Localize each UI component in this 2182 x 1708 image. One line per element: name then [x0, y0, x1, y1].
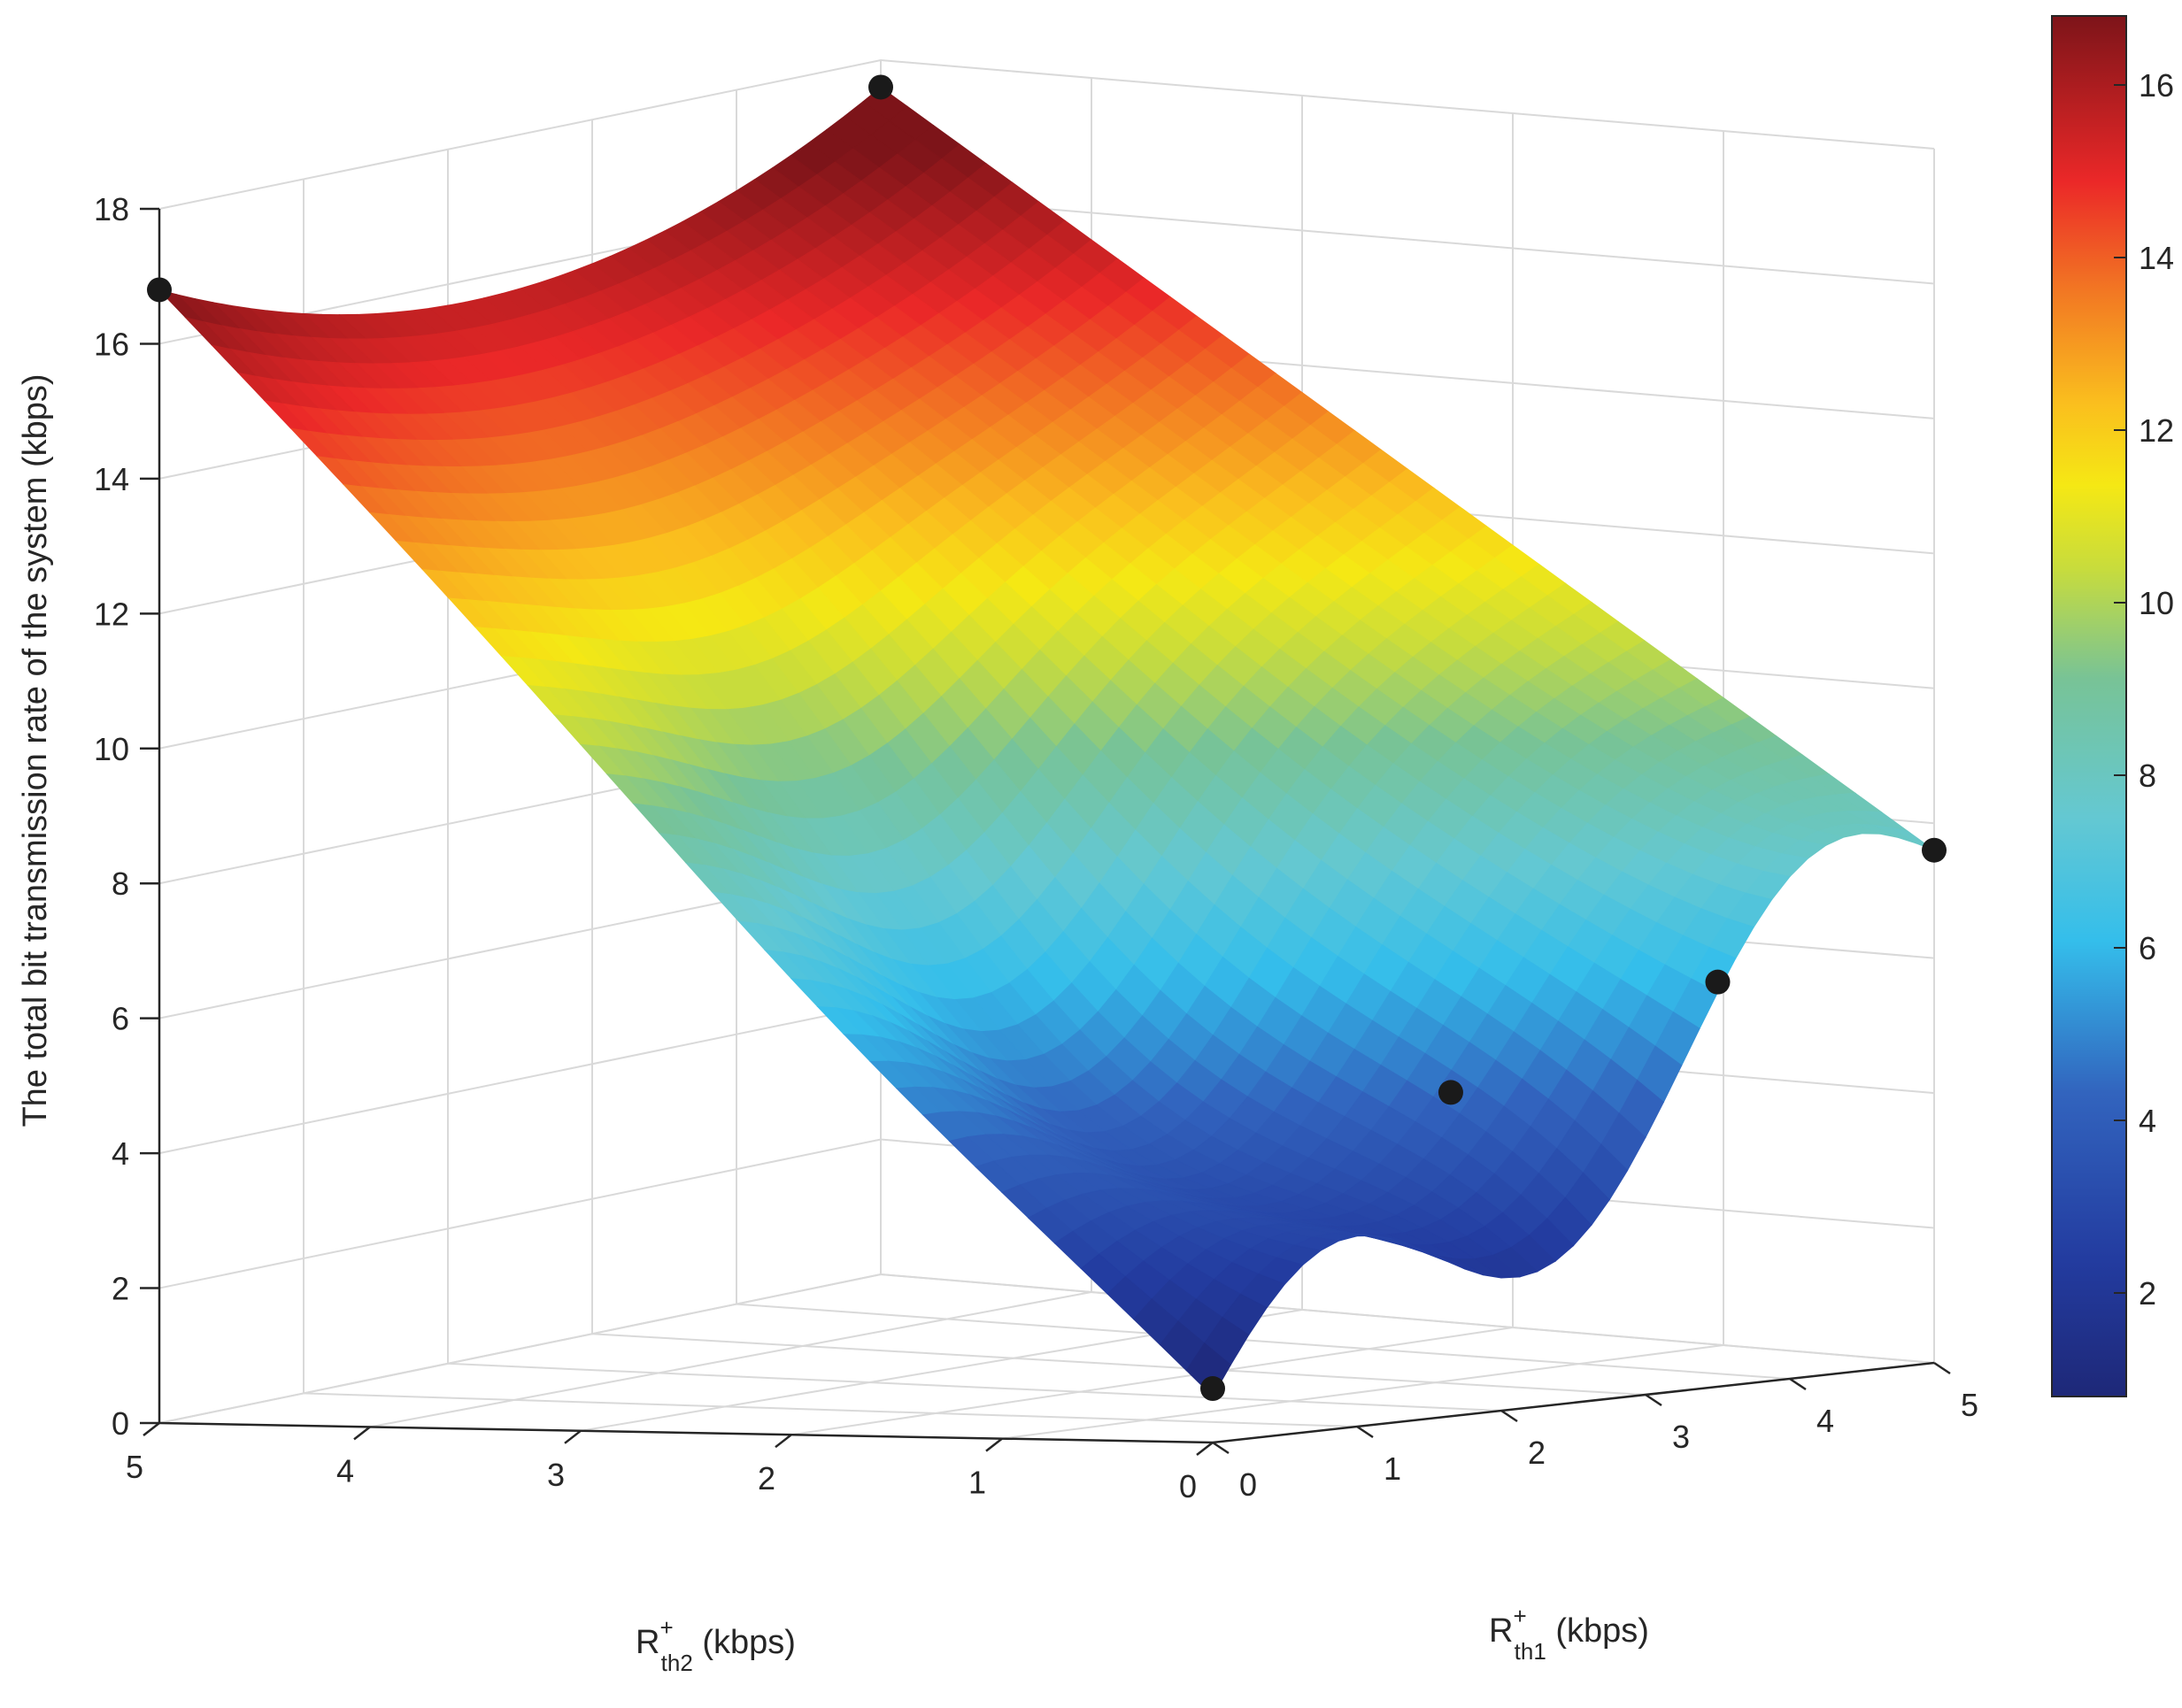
z-tick-label: 12 — [94, 596, 129, 632]
y-tick-label: 5 — [126, 1449, 143, 1485]
x-tick-label: 5 — [1961, 1387, 1978, 1423]
colorbar-gradient — [2051, 15, 2127, 1397]
surface-marker — [868, 74, 893, 100]
x-tick — [1645, 1393, 1662, 1407]
y-tick-label: 4 — [336, 1452, 354, 1489]
grid-line — [303, 1392, 1358, 1427]
y-tick-label: 1 — [968, 1465, 986, 1501]
x-tick-label: 1 — [1384, 1450, 1401, 1487]
grid-line — [158, 1273, 1935, 1424]
x-axis-line — [1212, 1361, 1935, 1444]
z-axis-label: The total bit transmission rate of the s… — [17, 373, 54, 1127]
x-tick-label: 3 — [1672, 1419, 1690, 1455]
grid-line — [447, 1362, 1502, 1412]
y-tick — [564, 1429, 582, 1444]
y-tick-label: 2 — [758, 1460, 775, 1496]
colorbar-tick-label: 12 — [2139, 412, 2174, 449]
y-tick — [143, 1422, 160, 1436]
x-tick-label: 4 — [1816, 1403, 1834, 1439]
z-tick-label: 8 — [112, 866, 129, 902]
z-tick-label: 10 — [94, 731, 129, 767]
y-tick — [775, 1434, 792, 1449]
colorbar-tick-label: 4 — [2139, 1103, 2156, 1139]
x-tick — [1356, 1425, 1374, 1439]
x-tick-label: 0 — [1239, 1466, 1257, 1503]
surface-marker — [1705, 969, 1731, 995]
colorbar-tick-label: 6 — [2139, 930, 2156, 966]
x-tick — [1789, 1377, 1807, 1391]
grid-line — [790, 1327, 1514, 1436]
surface-marker — [1922, 837, 1947, 863]
surface-marker — [1200, 1376, 1225, 1402]
x-axis-label: R+ th1 (kbps) — [1489, 1603, 1649, 1665]
y-tick — [985, 1437, 1003, 1452]
x-tick — [1500, 1409, 1518, 1423]
x-tick — [1212, 1441, 1230, 1455]
z-tick-label: 4 — [112, 1135, 129, 1172]
y-axis-line — [158, 1421, 1214, 1444]
colorbar-tick-label: 14 — [2139, 240, 2174, 276]
colorbar-tick-label: 10 — [2139, 585, 2174, 621]
colorbar-tick-label: 8 — [2139, 758, 2156, 794]
surface-markers — [147, 74, 1947, 1402]
colorbar-tick-label: 2 — [2139, 1275, 2156, 1312]
grid-line — [736, 1303, 1791, 1380]
y-axis-label: R+ th2 (kbps) — [636, 1614, 796, 1676]
colorbar: 2 4 6 8 10 12 14 16 — [2051, 15, 2174, 1397]
x-tick-label: 2 — [1528, 1435, 1546, 1471]
colorbar-ticks: 2 4 6 8 10 12 14 16 — [2114, 67, 2174, 1312]
z-tick-label: 16 — [94, 326, 129, 362]
surface — [158, 86, 1935, 1397]
colorbar-tick-label: 16 — [2139, 67, 2174, 104]
x-tick — [1933, 1361, 1951, 1375]
grid-line — [591, 1333, 1646, 1396]
z-tick-label: 0 — [112, 1405, 129, 1442]
z-tick-label: 14 — [94, 461, 129, 497]
z-tick-label: 2 — [112, 1271, 129, 1307]
y-tick-label: 0 — [1179, 1468, 1197, 1504]
grid-line — [158, 1273, 882, 1424]
axis-lines — [158, 209, 1935, 1444]
y-tick — [1196, 1442, 1214, 1456]
z-tick-label: 6 — [112, 1001, 129, 1037]
surface-marker — [147, 277, 172, 303]
y-tick — [353, 1426, 371, 1441]
grid-line — [369, 1291, 1092, 1428]
grid-line — [880, 1273, 1935, 1364]
y-tick-label: 3 — [547, 1457, 565, 1493]
grid-line — [1001, 1344, 1724, 1440]
surface-marker — [1438, 1080, 1463, 1105]
grid-line — [158, 58, 1935, 210]
z-tick-label: 18 — [94, 191, 129, 227]
